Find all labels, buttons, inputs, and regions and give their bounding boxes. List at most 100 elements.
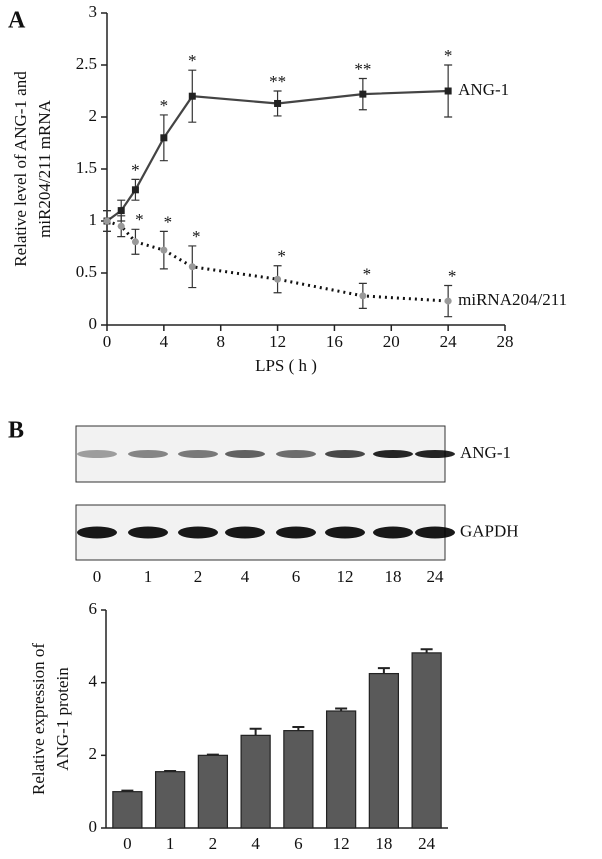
- x-tick-label: 4: [160, 332, 169, 351]
- x-tick-label: 16: [326, 332, 343, 351]
- error-bar: [292, 725, 305, 731]
- marker: [444, 297, 452, 305]
- marker: [444, 87, 452, 95]
- lane-label: 18: [385, 567, 402, 586]
- y-axis-label: ANG-1 protein: [53, 667, 72, 771]
- blot-band: [415, 526, 455, 539]
- significance: *: [188, 51, 197, 70]
- bar: [112, 791, 143, 829]
- blot-band: [276, 450, 316, 458]
- x-tick-label: 12: [333, 834, 350, 853]
- marker: [359, 90, 367, 98]
- series-label: miRNA204/211: [458, 290, 567, 309]
- marker: [160, 134, 168, 142]
- lane-label: 4: [241, 567, 250, 586]
- lane-label: 2: [194, 567, 203, 586]
- lane-label: 6: [292, 567, 301, 586]
- panel-label: A: [8, 8, 26, 34]
- significance: *: [363, 264, 372, 283]
- blot-band: [325, 526, 365, 539]
- y-tick-label: 0.5: [76, 262, 97, 281]
- y-tick-label: 3: [89, 2, 98, 21]
- panel-label: B: [8, 418, 24, 444]
- bar: [325, 710, 357, 829]
- marker: [131, 186, 139, 194]
- blot-row-label: GAPDH: [460, 521, 519, 540]
- x-tick-label: 2: [209, 834, 218, 853]
- significance: **: [354, 59, 371, 78]
- blot-band: [325, 450, 365, 458]
- blot-band: [77, 450, 117, 458]
- bar: [368, 672, 400, 829]
- significance: *: [131, 160, 140, 179]
- significance: *: [164, 212, 173, 231]
- blot-band: [225, 450, 265, 458]
- marker: [359, 292, 367, 300]
- y-tick-label: 0: [89, 314, 98, 333]
- error-bar: [377, 667, 390, 674]
- y-tick-label: 2.5: [76, 54, 97, 73]
- lane-label: 1: [144, 567, 153, 586]
- x-tick-label: 6: [294, 834, 303, 853]
- marker: [103, 217, 111, 225]
- lane-label: 0: [93, 567, 102, 586]
- marker: [117, 207, 125, 215]
- blot-band: [373, 450, 413, 458]
- marker: [160, 246, 168, 254]
- blot-band: [178, 450, 218, 458]
- blot-band: [415, 450, 455, 458]
- significance: **: [269, 72, 286, 91]
- x-axis-label: LPS ( h ): [255, 356, 317, 375]
- y-tick-label: 4: [89, 672, 98, 691]
- x-tick-label: 4: [251, 834, 260, 853]
- y-axis-label: Relative expression of: [29, 643, 48, 795]
- x-tick-label: 18: [375, 834, 392, 853]
- marker: [274, 99, 282, 107]
- marker: [188, 263, 196, 271]
- significance: *: [135, 210, 144, 229]
- y-axis-label: Relative level of ANG-1 and: [11, 71, 30, 267]
- blot-band: [128, 450, 168, 458]
- y-tick-label: 0: [89, 817, 98, 836]
- marker: [188, 92, 196, 100]
- blot-band: [128, 526, 168, 539]
- error-bar: [420, 648, 433, 653]
- series-line: [106, 219, 449, 303]
- lane-label: 24: [427, 567, 445, 586]
- x-tick-label: 24: [418, 834, 436, 853]
- y-tick-label: 2: [89, 106, 98, 125]
- significance: *: [444, 46, 453, 65]
- significance: *: [160, 96, 169, 115]
- lane-label: 12: [337, 567, 354, 586]
- blot-band: [276, 526, 316, 539]
- blot-band: [178, 526, 218, 539]
- bar: [197, 754, 229, 829]
- y-axis-label: miR204/211 mRNA: [35, 99, 54, 237]
- significance: *: [277, 247, 286, 266]
- significance: *: [448, 266, 457, 285]
- bar: [240, 734, 271, 829]
- bar: [283, 730, 314, 829]
- bar: [411, 652, 442, 829]
- blot-band: [225, 526, 265, 539]
- blot-band: [373, 526, 413, 539]
- x-tick-label: 8: [216, 332, 225, 351]
- x-tick-label: 20: [383, 332, 400, 351]
- significance: *: [192, 227, 201, 246]
- y-tick-label: 1.5: [76, 158, 97, 177]
- blot-row-label: ANG-1: [460, 443, 511, 462]
- y-tick-label: 1: [89, 210, 98, 229]
- x-tick-label: 12: [269, 332, 286, 351]
- marker: [274, 275, 282, 283]
- x-tick-label: 0: [103, 332, 112, 351]
- x-tick-label: 28: [497, 332, 514, 351]
- bar: [154, 771, 186, 829]
- y-tick-label: 6: [89, 599, 98, 618]
- x-tick-label: 0: [123, 834, 132, 853]
- marker: [117, 222, 125, 230]
- x-tick-label: 1: [166, 834, 175, 853]
- error-bar: [249, 727, 262, 736]
- blot-band: [77, 526, 117, 539]
- marker: [131, 238, 139, 246]
